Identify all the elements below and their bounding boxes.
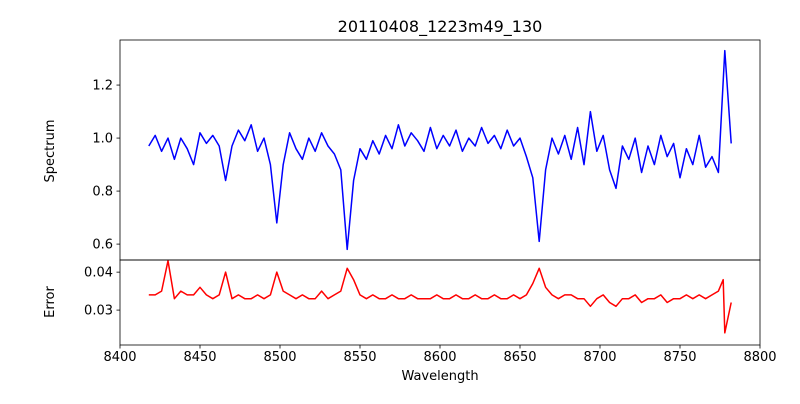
y-tick-label: 0.6: [92, 238, 113, 253]
error-line: [148, 260, 732, 334]
y-tick-label: 1.0: [92, 132, 113, 147]
x-tick-label: 8550: [343, 350, 376, 365]
x-tick-label: 8700: [583, 350, 616, 365]
y-tick-label: 1.2: [92, 79, 113, 94]
chart-title: 20110408_1223m49_130: [338, 17, 543, 37]
x-tick-label: 8750: [663, 350, 696, 365]
x-tick-label: 8500: [263, 350, 296, 365]
x-tick-label: 8800: [743, 350, 776, 365]
x-tick-label: 8600: [423, 350, 456, 365]
y-tick-label: 0.04: [84, 266, 113, 281]
spectrum-y-label: Spectrum: [43, 120, 58, 183]
x-axis: 8400 8450 8500 8550 8600 8650 8700 8750 8800: [103, 345, 777, 365]
spectrum-panel: 0.6 0.8 1.0 1.2: [92, 39, 761, 261]
y-tick-label: 0.8: [92, 185, 113, 200]
x-axis-label: Wavelength: [401, 369, 478, 384]
x-tick-label: 8400: [103, 350, 136, 365]
y-tick-label: 0.03: [84, 304, 113, 319]
spectrum-line: [148, 49, 732, 251]
x-tick-label: 8450: [183, 350, 216, 365]
x-tick-label: 8650: [503, 350, 536, 365]
error-y-label: Error: [43, 286, 58, 318]
